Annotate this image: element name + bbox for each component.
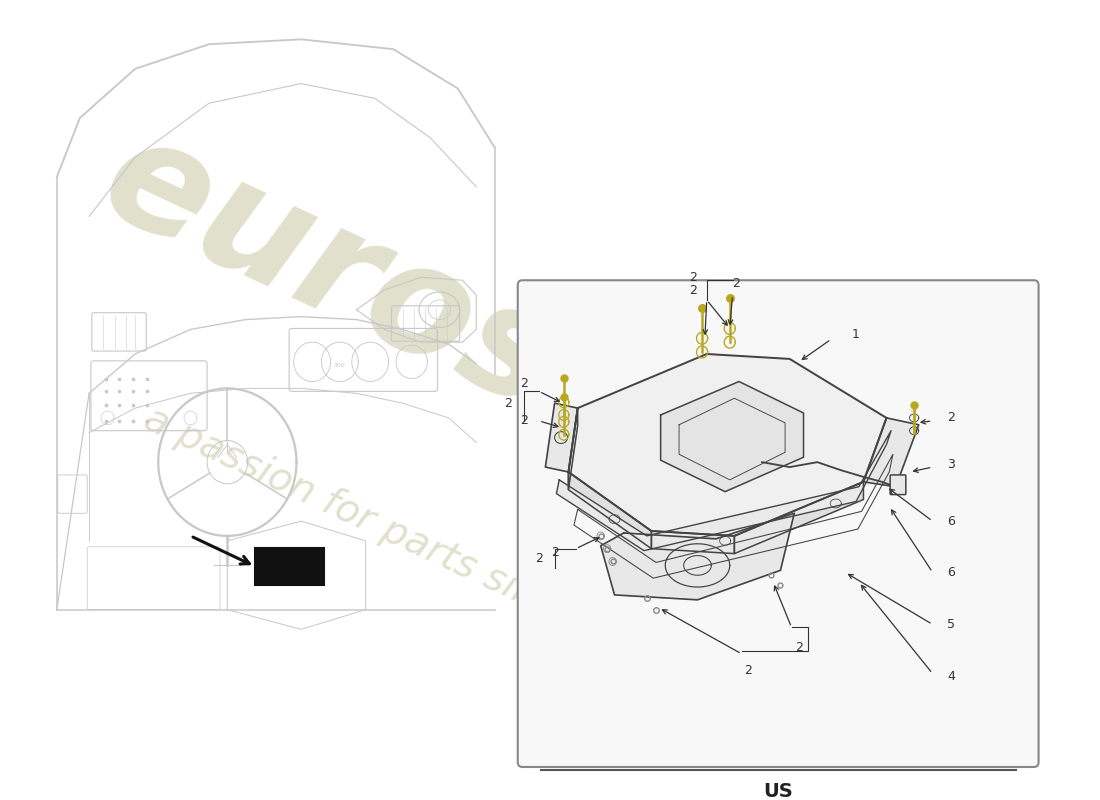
Text: 1: 1 [852, 328, 860, 341]
Text: 5: 5 [947, 618, 955, 631]
Text: a passion for parts since 1985: a passion for parts since 1985 [138, 399, 685, 682]
Text: 6: 6 [947, 566, 955, 578]
Text: 3: 3 [947, 458, 955, 470]
Text: 2: 2 [520, 377, 528, 390]
FancyBboxPatch shape [255, 548, 324, 585]
Text: 2: 2 [689, 270, 696, 284]
Text: 300: 300 [334, 363, 345, 368]
FancyBboxPatch shape [890, 475, 905, 494]
Polygon shape [557, 430, 891, 550]
Polygon shape [661, 382, 803, 492]
Text: 2: 2 [551, 546, 559, 559]
Text: US: US [763, 782, 793, 800]
Text: 2: 2 [745, 664, 752, 677]
Text: 2: 2 [733, 277, 740, 290]
Polygon shape [601, 514, 794, 600]
Text: eurospares: eurospares [80, 102, 1020, 646]
Text: 2: 2 [505, 397, 513, 410]
Polygon shape [735, 482, 864, 554]
Text: 4: 4 [947, 670, 955, 683]
Polygon shape [569, 354, 887, 536]
Polygon shape [864, 418, 918, 486]
Text: 2: 2 [535, 552, 543, 565]
Polygon shape [569, 408, 578, 490]
Text: 2: 2 [520, 414, 528, 427]
Polygon shape [569, 472, 651, 549]
FancyBboxPatch shape [518, 280, 1038, 767]
Polygon shape [651, 531, 735, 554]
Text: 2: 2 [795, 641, 803, 654]
Text: 2: 2 [947, 411, 955, 425]
Text: 2: 2 [689, 283, 696, 297]
Text: 6: 6 [947, 514, 955, 528]
Polygon shape [546, 403, 578, 472]
